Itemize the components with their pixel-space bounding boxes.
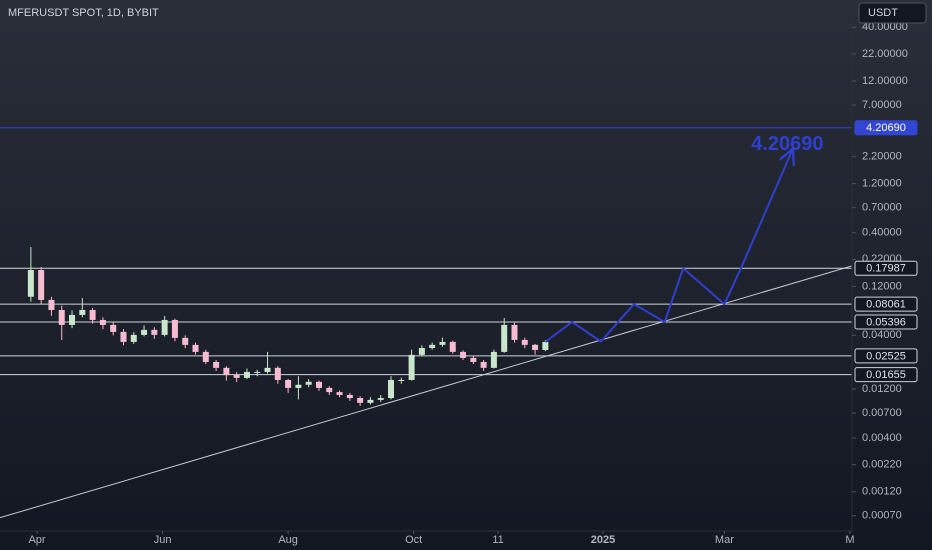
candle-body [213, 361, 220, 368]
price-label: 0.17987 [866, 263, 906, 275]
y-tick-label: 7.00000 [862, 99, 902, 111]
x-tick-label: Mar [715, 534, 734, 546]
y-tick-label: 0.12000 [862, 280, 902, 292]
candle-body [202, 351, 209, 362]
candle-body [274, 367, 281, 380]
candle-body [171, 319, 178, 338]
candle-body [151, 329, 158, 335]
price-label-box [854, 348, 918, 364]
price-label: 0.05396 [866, 316, 906, 328]
candle-body [439, 341, 446, 345]
candle-body [295, 384, 302, 388]
y-tick-label: 12.00000 [862, 75, 908, 87]
y-tick-label: 22.00000 [862, 48, 908, 60]
candle-body [490, 351, 497, 368]
candle-body [470, 357, 477, 362]
price-label-box [854, 314, 918, 330]
y-tick-label: 40.00000 [862, 21, 908, 33]
y-tick-label: 1.20000 [862, 178, 902, 190]
candle-body [243, 371, 250, 378]
candle-body [110, 324, 117, 332]
candle-body [79, 309, 86, 315]
candle-body [99, 319, 106, 325]
chart-title: MFERUSDT SPOT, 1D, BYBIT [8, 7, 159, 19]
candle-body [418, 348, 425, 355]
candle-body [285, 379, 292, 388]
projection-path [544, 150, 792, 343]
candle-body [254, 371, 261, 373]
candle-body [182, 337, 189, 345]
y-tick-label: 0.70000 [862, 202, 902, 214]
x-tick-label: Apr [28, 534, 45, 546]
candle-body [326, 387, 333, 393]
candle-body [429, 344, 436, 349]
candle-body [521, 339, 528, 345]
candle-body [58, 309, 65, 325]
x-tick-label: Aug [278, 534, 298, 546]
candle-body [346, 394, 353, 399]
candle-body [69, 314, 76, 325]
candle-body [141, 329, 148, 335]
candle-body [192, 344, 199, 352]
y-tick-label: 0.04000 [862, 329, 902, 341]
candle-body [48, 299, 55, 310]
y-tick-label: 0.00400 [862, 432, 902, 444]
candle-body [315, 381, 322, 388]
x-tick-label: 2025 [591, 534, 615, 546]
candle-body [398, 379, 405, 381]
x-tick-label: M [845, 534, 854, 546]
candle-body [120, 331, 127, 342]
candle-body [449, 341, 456, 352]
plot-area: 4.20690 [0, 127, 852, 519]
candle-body [161, 319, 168, 335]
candle-body [408, 354, 415, 380]
candle-body [223, 367, 230, 376]
price-label: 0.08061 [866, 298, 906, 310]
candle-body [336, 392, 343, 395]
candle-body [305, 381, 312, 385]
candle-body [501, 324, 508, 352]
currency-label[interactable]: USDT [868, 7, 898, 19]
y-tick-label: 0.00700 [862, 407, 902, 419]
candle-body [388, 379, 395, 399]
price-label: 0.01655 [866, 369, 906, 381]
candle-body [377, 398, 384, 400]
candle-body [511, 324, 518, 340]
axes: 40.00000 22.00000 12.00000 7.00000 2.20000 1.… [0, 0, 918, 546]
candle-body [38, 270, 45, 300]
price-label-box [854, 120, 918, 136]
candle-body [542, 341, 549, 350]
y-tick-label: 0.40000 [862, 227, 902, 239]
y-tick-label: 0.00070 [862, 510, 902, 522]
x-tick-label: 11 [492, 534, 503, 546]
candle-body [532, 344, 539, 350]
candle-body [367, 399, 374, 403]
candle-body [89, 309, 96, 320]
y-tick-label: 0.00120 [862, 486, 902, 498]
candle-body [357, 398, 364, 403]
candle-body [264, 367, 271, 372]
price-label: 4.20690 [866, 122, 906, 134]
candle-body [233, 375, 240, 378]
trendline [0, 265, 852, 519]
candle-body [460, 351, 467, 358]
price-label-box [854, 260, 918, 276]
y-tick-label: 2.20000 [862, 151, 902, 163]
candle-body [480, 361, 487, 368]
price-label-box [854, 367, 918, 383]
price-label: 0.02525 [866, 350, 906, 362]
target-annotation: 4.20690 [751, 133, 823, 155]
y-tick-label: 0.01200 [862, 383, 902, 395]
x-tick-label: Oct [405, 534, 422, 546]
currency-button[interactable] [858, 2, 927, 24]
candle-body [27, 270, 34, 297]
x-tick-label: Jun [154, 534, 172, 546]
candle-body [130, 334, 137, 342]
y-tick-label: 0.00220 [862, 459, 902, 471]
price-label-box [854, 296, 918, 312]
